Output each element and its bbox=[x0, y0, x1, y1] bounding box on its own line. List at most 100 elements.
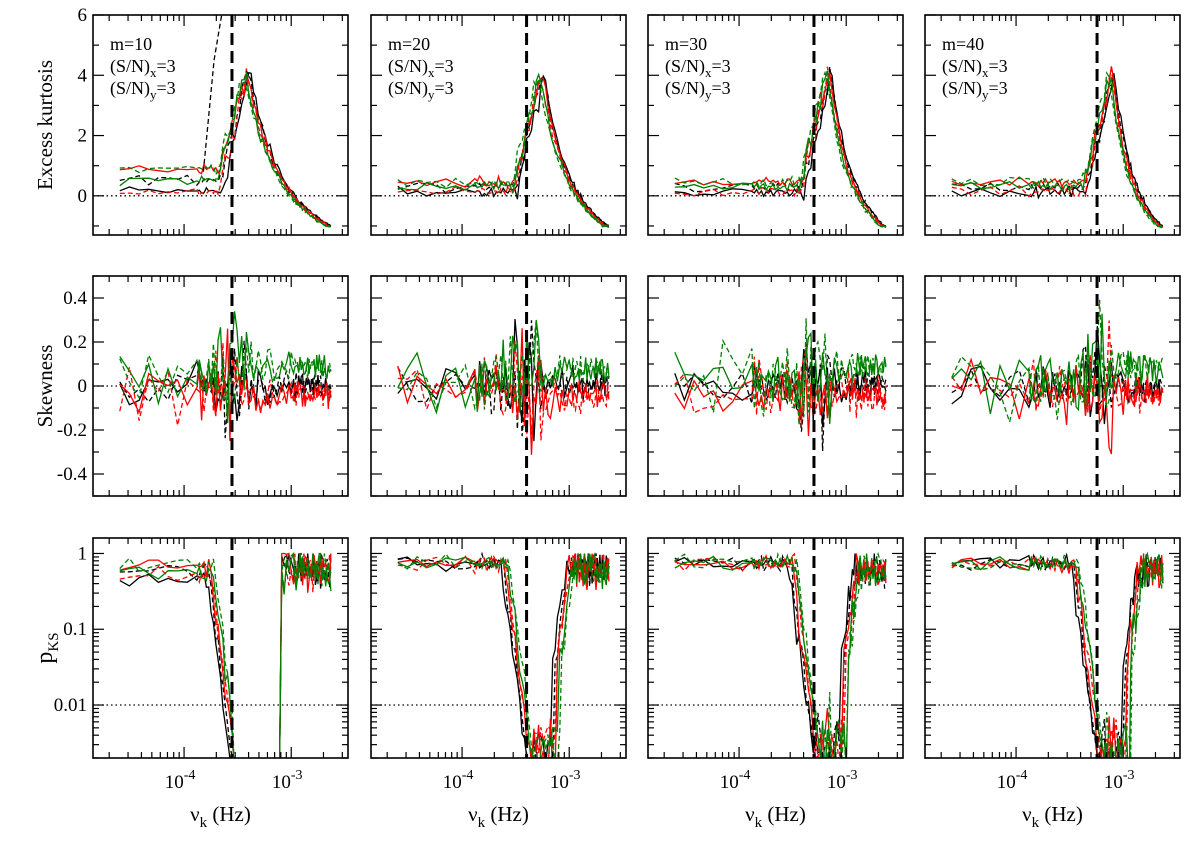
annotation-sn-text: (S/N) bbox=[942, 78, 982, 99]
x-tick-exponent: -3 bbox=[569, 768, 581, 783]
x-axis-title: νk (Hz) bbox=[745, 802, 806, 831]
series-green-dashed bbox=[674, 70, 887, 229]
annotation-m: m=10 bbox=[110, 34, 152, 54]
y-axis-title-pks-sub: KS bbox=[46, 632, 62, 651]
annotation-sub: x bbox=[982, 65, 989, 80]
panel-frame bbox=[370, 537, 627, 759]
panel-frame bbox=[647, 14, 904, 236]
x-axis-title-symbol: ν bbox=[190, 802, 200, 826]
panel-r3-c2: 10-4 10 -3 νk (Hz) bbox=[370, 537, 627, 831]
x-tick-label: 10-3 bbox=[272, 768, 303, 793]
x-tick-base: 10 bbox=[272, 772, 291, 793]
x-tick-exponent: -4 bbox=[462, 768, 474, 783]
annotation-value: =3 bbox=[157, 56, 176, 76]
annotation-sub: y bbox=[150, 87, 157, 102]
annotation-sn-y: (S/N)y=3 bbox=[110, 78, 176, 102]
series-green-dashed bbox=[119, 80, 332, 228]
series-green-dashed bbox=[119, 341, 332, 404]
annotation-m: m=40 bbox=[942, 34, 984, 54]
annotation-value: =3 bbox=[712, 56, 731, 76]
series-group bbox=[674, 318, 887, 452]
annotation-sn-text: (S/N) bbox=[665, 56, 705, 77]
x-axis-title: νk (Hz) bbox=[190, 802, 251, 831]
series-green-solid bbox=[951, 551, 1164, 758]
panel-r2-c3 bbox=[647, 275, 904, 497]
series-group bbox=[119, 15, 332, 228]
series-red-dashed bbox=[119, 553, 332, 758]
x-axis-title-sub: k bbox=[1032, 815, 1040, 831]
annotation-sn-text: (S/N) bbox=[388, 56, 428, 77]
series-black-dashed bbox=[397, 75, 610, 228]
series-green-solid bbox=[674, 331, 887, 424]
x-tick-exponent: -3 bbox=[1123, 768, 1135, 783]
x-tick-base: 10 bbox=[997, 772, 1016, 793]
series-red-solid bbox=[397, 553, 610, 758]
series-green-dashed bbox=[397, 78, 610, 229]
series-group bbox=[674, 551, 887, 758]
series-black-solid bbox=[951, 73, 1164, 227]
panel-r3-c4: 10-4 10-3νk (Hz) bbox=[924, 537, 1181, 831]
series-black-dashed bbox=[119, 551, 332, 758]
y-axis-title-pks: pKS bbox=[32, 632, 62, 663]
x-tick-base: 10 bbox=[165, 772, 184, 793]
y-tick-label: 1 bbox=[78, 543, 88, 564]
x-tick-label: 10-3 bbox=[1104, 768, 1135, 793]
series-red-dashed bbox=[674, 347, 887, 423]
y-tick-label: 0 bbox=[78, 376, 88, 397]
y-tick-label: 4 bbox=[78, 65, 88, 86]
x-tick-exponent: -4 bbox=[184, 768, 196, 783]
series-red-dashed bbox=[674, 552, 887, 758]
y-tick-label: 0.2 bbox=[63, 332, 87, 353]
series-black-solid bbox=[119, 552, 332, 758]
series-green-dashed bbox=[951, 71, 1164, 229]
x-axis-title-unit: (Hz) bbox=[762, 802, 806, 826]
x-tick-base: 10 bbox=[443, 772, 462, 793]
series-black-dashed bbox=[951, 553, 1164, 758]
series-red-dashed bbox=[397, 81, 609, 227]
annotation-sub: x bbox=[150, 65, 157, 80]
series-red-solid bbox=[119, 552, 332, 758]
x-tick-exponent: -4 bbox=[1016, 768, 1028, 783]
x-axis-title-sub: k bbox=[478, 815, 486, 831]
series-red-dashed bbox=[674, 66, 887, 228]
series-group bbox=[951, 551, 1164, 758]
panel-frame bbox=[92, 14, 349, 236]
annotation-sn-text: (S/N) bbox=[388, 78, 428, 99]
x-axis-title-unit: (Hz) bbox=[207, 802, 251, 826]
series-group bbox=[951, 66, 1164, 229]
panel-r1-c3: m=30(S/N)x=3(S/N)y=3 bbox=[647, 14, 904, 236]
series-black-dashed bbox=[397, 320, 610, 437]
annotation-sn-text: (S/N) bbox=[942, 56, 982, 77]
x-tick-label: 10-4 bbox=[720, 768, 751, 793]
x-axis-title-symbol: ν bbox=[468, 802, 478, 826]
series-black-dashed bbox=[674, 553, 887, 758]
series-group bbox=[397, 551, 610, 758]
series-group bbox=[397, 318, 610, 455]
annotation-sn-y: (S/N)y=3 bbox=[942, 78, 1008, 102]
series-green-solid bbox=[397, 319, 610, 415]
y-tick-label: 6 bbox=[78, 5, 88, 26]
y-tick-label: 0.01 bbox=[54, 695, 87, 716]
annotation-value: =3 bbox=[989, 56, 1008, 76]
y-tick-label: -0.2 bbox=[57, 420, 87, 441]
x-tick-exponent: -3 bbox=[846, 768, 858, 783]
series-black-solid bbox=[674, 68, 887, 228]
panel-frame bbox=[370, 14, 627, 236]
series-red-solid bbox=[397, 328, 610, 455]
x-axis-title: νk (Hz) bbox=[468, 802, 529, 831]
x-tick-label: 10-4 bbox=[165, 768, 196, 793]
annotation-sn-text: (S/N) bbox=[110, 56, 150, 77]
x-tick-base: 10 bbox=[1104, 772, 1123, 793]
x-tick-label: 10-4 bbox=[443, 768, 474, 793]
series-green-solid bbox=[951, 77, 1164, 229]
x-tick-label: 10-3 bbox=[827, 768, 858, 793]
series-green-solid bbox=[674, 70, 887, 228]
x-tick-base: 10 bbox=[720, 772, 739, 793]
panel-r2-c2 bbox=[370, 275, 627, 497]
x-axis-title-symbol: ν bbox=[1022, 802, 1032, 826]
y-tick-label: 0 bbox=[78, 186, 88, 207]
annotation-value: =3 bbox=[435, 56, 454, 76]
